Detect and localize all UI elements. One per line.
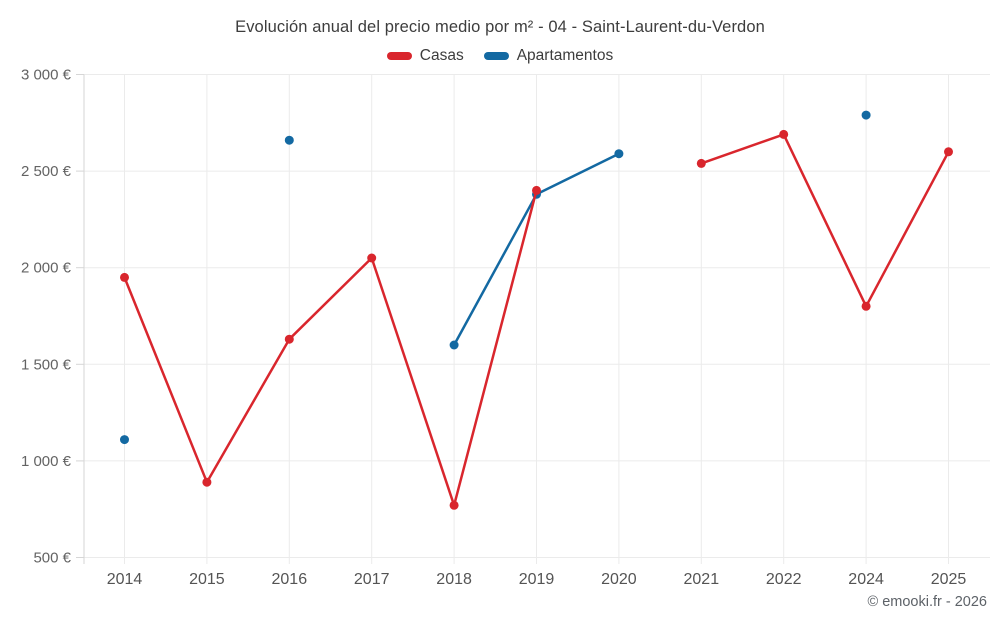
x-axis-label: 2015: [189, 571, 225, 588]
series-line-apartamentos: [454, 115, 866, 345]
legend-label-apartamentos: Apartamentos: [516, 47, 614, 64]
data-point-apartamentos-2014[interactable]: [120, 435, 129, 445]
y-axis-label: 2 000 €: [21, 260, 72, 277]
x-axis-label: 2022: [766, 571, 802, 588]
legend-swatch-casas: [386, 52, 412, 60]
data-point-casas-2015[interactable]: [202, 477, 212, 487]
data-point-casas-2016[interactable]: [284, 334, 294, 344]
data-point-casas-2019[interactable]: [532, 185, 541, 195]
data-point-casas-2025[interactable]: [944, 147, 953, 157]
x-axis-label: 2024: [848, 571, 884, 588]
x-axis-label: 2018: [436, 571, 472, 588]
data-point-casas-2022[interactable]: [779, 129, 789, 139]
y-axis-label: 1 000 €: [21, 453, 72, 470]
x-axis-label: 2017: [354, 571, 390, 588]
data-point-apartamentos-2020[interactable]: [614, 149, 624, 159]
data-point-casas-2014[interactable]: [120, 272, 129, 282]
x-axis-label: 2020: [601, 571, 637, 588]
legend-swatch-apartamentos: [483, 52, 509, 60]
data-point-casas-2018[interactable]: [449, 500, 459, 510]
data-point-casas-2021[interactable]: [696, 158, 706, 168]
chart-title: Evolución anual del precio medio por m² …: [235, 18, 765, 36]
legend-item-apartamentos[interactable]: Apartamentos: [483, 47, 614, 65]
data-point-apartamentos-2016[interactable]: [284, 135, 294, 145]
data-point-apartamentos-2018[interactable]: [449, 340, 459, 350]
data-point-casas-2017[interactable]: [367, 253, 377, 263]
x-axis-label: 2021: [684, 571, 720, 588]
x-axis-label: 2016: [272, 571, 308, 588]
data-point-apartamentos-2024[interactable]: [861, 110, 871, 120]
chart-legend: Casas Apartamentos: [0, 47, 1000, 65]
attribution: © emooki.fr - 2026: [867, 594, 987, 610]
y-axis-label: 2 500 €: [21, 163, 72, 180]
y-axis-label: 1 500 €: [21, 356, 72, 373]
x-axis-label: 2025: [931, 571, 967, 588]
legend-label-casas: Casas: [419, 47, 464, 64]
series-line-casas: [123, 133, 950, 507]
data-point-casas-2024[interactable]: [861, 301, 871, 311]
x-axis-label: 2019: [519, 571, 555, 588]
x-axis-label: 2014: [107, 571, 143, 588]
y-axis-label: 500 €: [33, 550, 71, 567]
y-axis-label: 3 000 €: [21, 67, 72, 84]
legend-item-casas[interactable]: Casas: [386, 47, 464, 65]
